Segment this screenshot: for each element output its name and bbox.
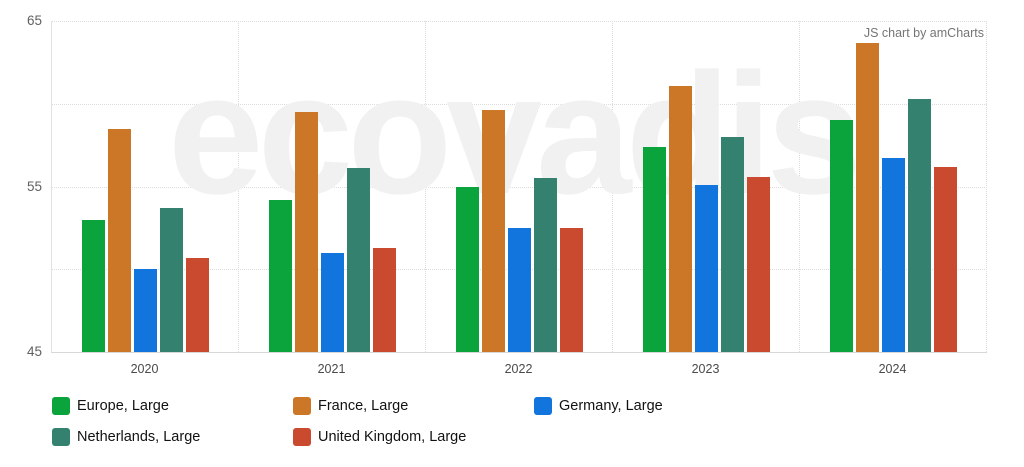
bar-france-2020[interactable] [108,128,131,352]
legend-item-france[interactable]: France, Large [293,397,534,415]
amcharts-attribution-link[interactable]: JS chart by amCharts [863,26,984,40]
y-axis-label-65: 65 [26,13,42,28]
y-axis-label-55: 55 [26,178,42,194]
legend-label: Netherlands, Large [77,429,201,445]
bar-europe-2020[interactable] [82,219,105,352]
bar-germany-2022[interactable] [508,227,531,352]
legend-swatch [52,428,70,446]
bar-netherlands-2022[interactable] [534,178,557,352]
legend-item-germany[interactable]: Germany, Large [534,397,663,415]
y-axis-label-45: 45 [26,344,42,359]
bar-united-kingdom-2022[interactable] [560,227,583,352]
bar-netherlands-2024[interactable] [908,98,931,352]
bar-france-2021[interactable] [295,112,318,352]
legend: Europe, Large France, Large Germany, Large… [52,397,663,446]
legend-swatch [534,397,552,415]
bar-netherlands-2021[interactable] [347,168,370,352]
x-axis-label-2024: 2024 [878,362,907,376]
bar-group-2020 [52,21,239,352]
legend-item-europe[interactable]: Europe, Large [52,397,293,415]
bar-united-kingdom-2024[interactable] [934,166,957,352]
bar-united-kingdom-2021[interactable] [373,247,396,352]
legend-item-netherlands[interactable]: Netherlands, Large [52,428,293,446]
legend-label: Germany, Large [559,398,663,414]
gridline-y-60 [52,103,987,105]
legend-label: Europe, Large [77,398,169,414]
bar-group-2023 [613,21,800,352]
bar-germany-2020[interactable] [134,269,157,352]
gridline-y-55 [52,186,987,188]
legend-label: France, Large [318,398,409,414]
x-axis-label-2020: 2020 [130,362,159,376]
legend-item-united-kingdom[interactable]: United Kingdom, Large [293,428,534,446]
bar-group-2021 [239,21,426,352]
gridline-y-65 [52,21,987,22]
bar-group-2022 [426,21,613,352]
plot-area [51,21,987,353]
gridline-x-4 [799,21,800,352]
bar-france-2022[interactable] [482,110,505,352]
bar-europe-2022[interactable] [456,186,479,352]
bar-france-2024[interactable] [856,42,879,352]
gridline-x-5 [986,21,987,352]
legend-swatch [52,397,70,415]
bar-europe-2024[interactable] [830,120,853,352]
legend-label: United Kingdom, Large [318,429,467,445]
bar-united-kingdom-2023[interactable] [747,176,770,352]
gridline-x-2 [425,21,426,352]
bar-netherlands-2020[interactable] [160,208,183,352]
bar-netherlands-2023[interactable] [721,136,744,352]
bar-group-2024 [800,21,987,352]
x-axis-label-2023: 2023 [691,362,720,376]
x-axis-label-2022: 2022 [504,362,533,376]
legend-swatch [293,397,311,415]
bar-europe-2023[interactable] [643,146,666,352]
bar-united-kingdom-2020[interactable] [186,257,209,352]
legend-swatch [293,428,311,446]
bar-europe-2021[interactable] [269,199,292,352]
bar-germany-2023[interactable] [695,184,718,352]
bar-germany-2021[interactable] [321,252,344,352]
bar-germany-2024[interactable] [882,158,905,352]
bar-france-2023[interactable] [669,85,692,352]
gridline-x-1 [238,21,239,352]
x-axis-label-2021: 2021 [317,362,346,376]
gridline-x-3 [612,21,613,352]
